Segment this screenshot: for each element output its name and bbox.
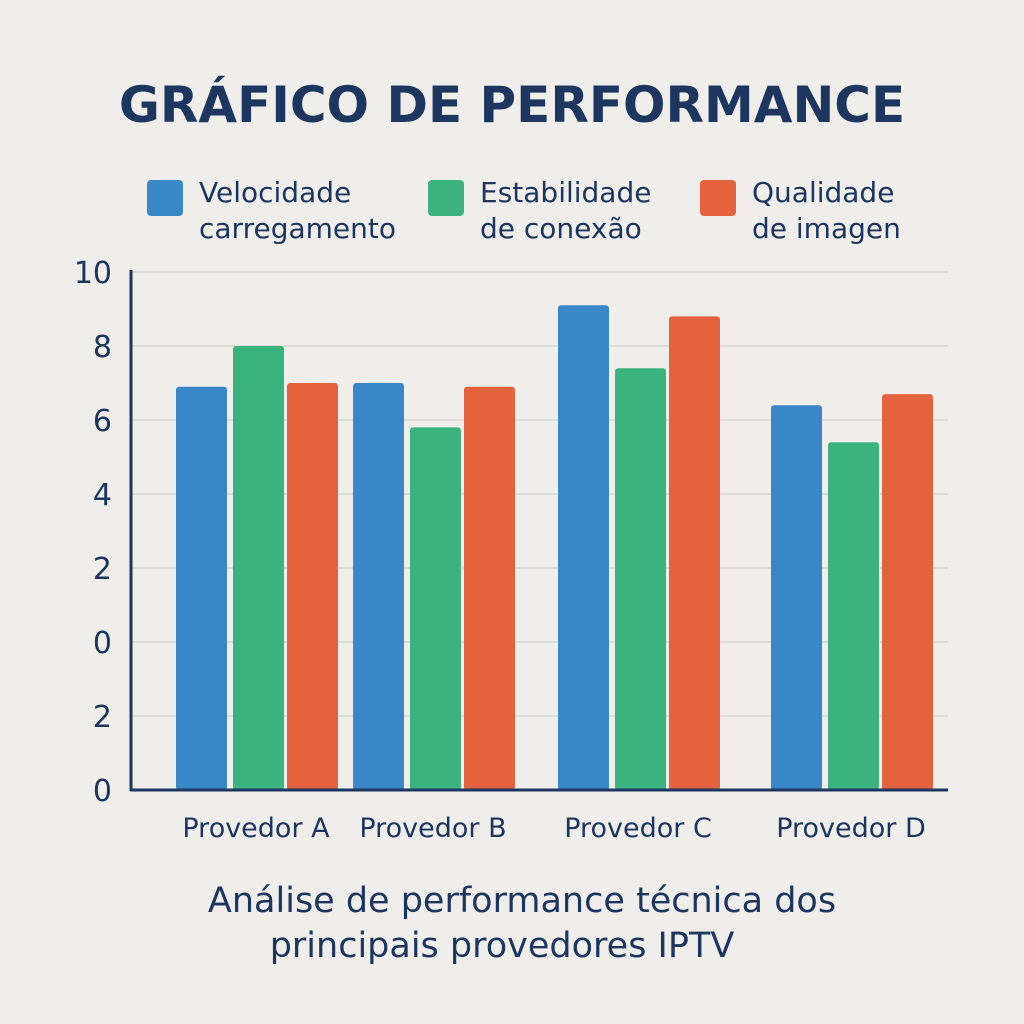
y-tick-label: 10 (74, 256, 112, 291)
chart-subtitle-line-1: Análise de performance técnica dos (208, 881, 836, 921)
legend-label: Estabilidade (480, 176, 651, 209)
category-labels: Provedor A Provedor B Provedor C Provedor D (182, 813, 925, 844)
legend-label: Qualidade (752, 176, 894, 209)
bar (353, 383, 404, 790)
chart-subtitle-line-2: principais provedores IPTV (270, 926, 735, 966)
bar (176, 386, 227, 790)
legend-label: carregamento (199, 212, 396, 245)
bars (176, 305, 933, 790)
bar (558, 305, 609, 790)
y-tick-label: 6 (93, 404, 112, 439)
y-tick-label: 0 (93, 774, 112, 809)
legend-swatch (700, 180, 736, 216)
x-tick-label: Provedor A (182, 813, 330, 844)
chart-title: GRÁFICO DE PERFORMANCE (119, 75, 905, 134)
y-tick-label: 2 (93, 552, 112, 587)
bar (669, 316, 720, 790)
y-tick-label: 2 (93, 700, 112, 735)
bar (828, 442, 879, 790)
legend-label: de imagen (752, 212, 901, 245)
legend-label: de conexão (480, 212, 642, 245)
bar (771, 405, 822, 790)
bar (233, 346, 284, 790)
bar (410, 427, 461, 790)
x-tick-label: Provedor B (359, 813, 506, 844)
bar (464, 386, 515, 790)
bar (287, 383, 338, 790)
bar (615, 368, 666, 790)
x-tick-label: Provedor D (776, 813, 926, 844)
legend-label: Velocidade (199, 176, 351, 209)
bar (882, 394, 933, 790)
y-tick-label: 8 (93, 330, 112, 365)
legend-swatch (147, 180, 183, 216)
y-tick-label: 0 (93, 626, 112, 661)
legend-swatch (428, 180, 464, 216)
y-tick-label: 4 (93, 478, 112, 513)
x-tick-label: Provedor C (564, 813, 712, 844)
